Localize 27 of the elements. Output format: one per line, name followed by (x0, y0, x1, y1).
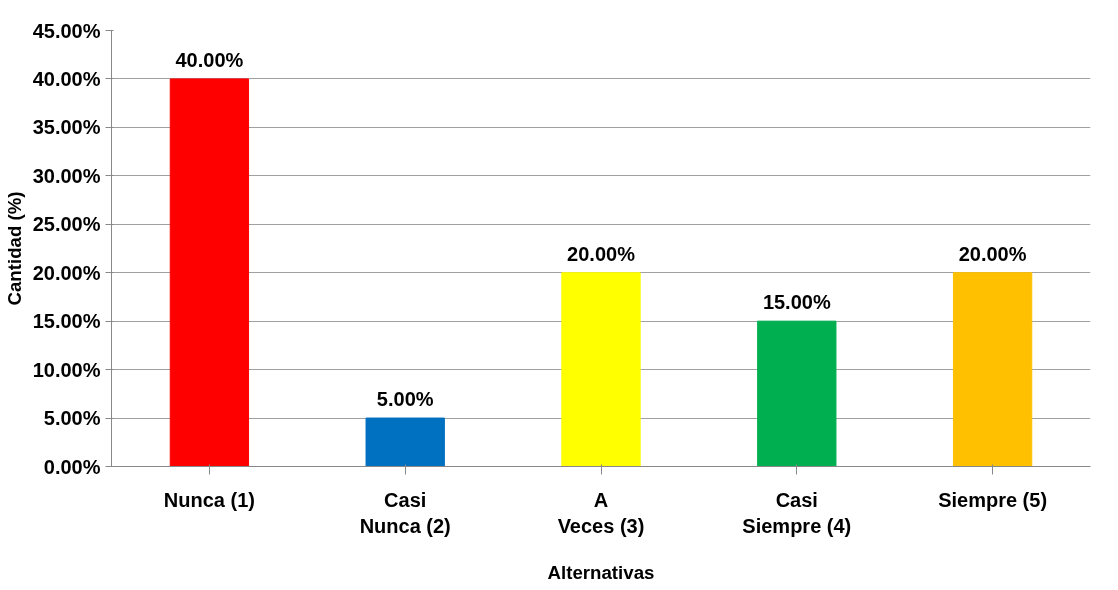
data-label: 40.00% (175, 48, 244, 71)
bar (561, 272, 641, 467)
y-tick-label: 40.00% (32, 67, 101, 90)
y-tick-label: 25.00% (32, 213, 101, 236)
y-tick-label: 45.00% (32, 19, 101, 42)
x-tick-label: Siempre (5) (938, 488, 1048, 511)
y-tick-label: 30.00% (32, 164, 101, 187)
x-tick-label: Casi Nunca (2) (359, 488, 451, 537)
bar (757, 320, 837, 467)
x-tick-label: A Veces (3) (557, 488, 645, 537)
y-tick-label: 35.00% (32, 116, 101, 139)
bar (169, 78, 250, 467)
x-tick-label: Nunca (1) (163, 488, 255, 511)
y-axis-title: Cantidad (%) (3, 191, 25, 306)
data-label: 15.00% (762, 291, 831, 314)
y-tick-label: 20.00% (32, 261, 101, 284)
x-axis-title: Alternativas (547, 561, 655, 583)
y-tick-label: 5.00% (43, 407, 101, 430)
y-tick-label: 10.00% (32, 358, 101, 381)
data-label: 20.00% (958, 242, 1027, 265)
data-label: 5.00% (376, 388, 434, 411)
y-tick-label: 15.00% (32, 310, 101, 333)
data-label: 20.00% (567, 242, 636, 265)
bar (365, 417, 445, 467)
y-tick-label: 0.00% (43, 455, 101, 478)
bar (952, 272, 1033, 467)
x-tick-label: Casi Siempre (4) (742, 488, 852, 537)
